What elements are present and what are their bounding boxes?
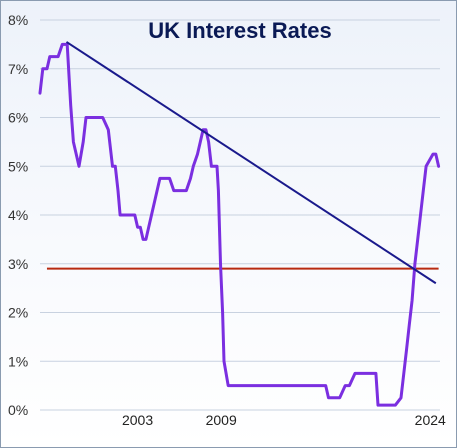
x-tick-label: 2003	[122, 412, 153, 428]
x-axis-ticks: 2003 2009 2024	[122, 412, 446, 428]
x-tick-label: 2009	[206, 412, 237, 428]
trend-line	[65, 41, 437, 285]
y-tick-label: 8%	[8, 12, 28, 28]
y-tick-label: 6%	[8, 110, 28, 126]
y-tick-label: 0%	[8, 402, 28, 418]
x-tick-label: 2024	[415, 412, 446, 428]
y-tick-label: 2%	[8, 305, 28, 321]
y-tick-label: 7%	[8, 61, 28, 77]
y-tick-label: 3%	[8, 256, 28, 272]
y-tick-label: 4%	[8, 207, 28, 223]
series-lines	[38, 41, 441, 407]
y-tick-label: 1%	[8, 353, 28, 369]
grid-lines	[40, 19, 440, 411]
chart-title: UK Interest Rates	[148, 18, 331, 43]
y-axis-ticks: 0% 1% 2% 3% 4% 5% 6% 7% 8%	[8, 12, 28, 418]
interest-rate-line	[38, 42, 441, 407]
y-tick-label: 5%	[8, 158, 28, 174]
